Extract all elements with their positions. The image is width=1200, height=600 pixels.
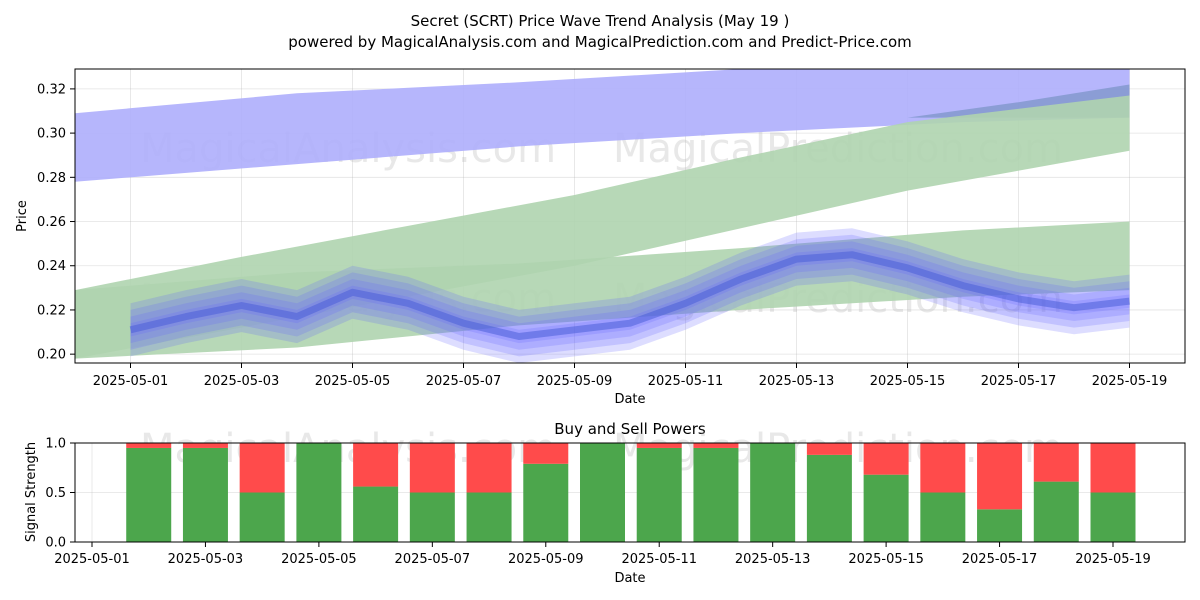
buy-bar-5: [409, 492, 455, 542]
price-plot-area: [75, 69, 1130, 363]
price-y-label: Price: [15, 200, 30, 232]
chart-subtitle: powered by MagicalAnalysis.com and Magic…: [288, 33, 912, 51]
power-x-tick-8: 2025-05-17: [962, 552, 1038, 567]
sell-bar-4: [353, 443, 399, 487]
price-frame: [74, 68, 1186, 364]
price-x-tick-0: 2025-05-01: [93, 374, 169, 389]
power-x-label: Date: [614, 571, 645, 586]
sell-bar-13: [863, 443, 909, 475]
sell-bar-5: [409, 443, 455, 493]
buy-bar-6: [466, 492, 512, 542]
price-y-tick-5: 0.30: [37, 127, 66, 142]
buy-bar-9: [636, 447, 682, 542]
sell-bar-1: [182, 443, 228, 448]
power-ticks: 2025-05-01 2025-05-03 2025-05-05 2025-05-07…: [45, 437, 1150, 568]
power-x-tick-5: 2025-05-11: [621, 552, 697, 567]
power-title: Buy and Sell Powers: [554, 420, 706, 438]
price-x-tick-1: 2025-05-03: [204, 374, 280, 389]
wave-center-line: [129, 251, 1130, 340]
price-ticks: 2025-05-01 2025-05-03 2025-05-05 2025-05-07…: [37, 82, 1167, 389]
price-y-tick-0: 0.20: [37, 348, 66, 363]
price-x-tick-4: 2025-05-09: [537, 374, 613, 389]
sell-bar-12: [806, 443, 852, 455]
power-x-tick-9: 2025-05-19: [1075, 552, 1151, 567]
buy-bar-10: [693, 447, 739, 542]
price-y-tick-4: 0.28: [37, 171, 66, 186]
wave-band-0: [130, 254, 1130, 363]
sell-bar-16: [1033, 443, 1079, 482]
price-x-tick-6: 2025-05-13: [759, 374, 835, 389]
buy-bar-3: [296, 443, 342, 542]
power-y-label: Signal Strength: [24, 442, 39, 542]
power-x-tick-6: 2025-05-13: [735, 552, 811, 567]
wave-band-4: [130, 228, 1130, 337]
wave-band-2: [130, 241, 1130, 350]
sell-bar-7: [523, 443, 569, 464]
sell-bar-6: [466, 443, 512, 493]
price-y-tick-3: 0.26: [37, 215, 66, 230]
power-x-tick-3: 2025-05-07: [395, 552, 471, 567]
sell-bar-17: [1090, 443, 1136, 493]
power-y-tick-1: 0.5: [45, 486, 66, 501]
buy-bar-7: [523, 463, 569, 542]
chart-title: Secret (SCRT) Price Wave Trend Analysis …: [411, 12, 790, 30]
sell-bar-10: [693, 443, 739, 448]
power-x-tick-0: 2025-05-01: [54, 552, 130, 567]
sell-bar-0: [126, 443, 172, 448]
sell-bar-15: [977, 443, 1023, 510]
price-y-tick-1: 0.22: [37, 303, 66, 318]
price-y-tick-6: 0.32: [37, 82, 66, 97]
sell-bar-9: [636, 443, 682, 448]
power-x-tick-7: 2025-05-15: [848, 552, 924, 567]
buy-bar-11: [750, 443, 796, 542]
buy-bar-12: [806, 454, 852, 542]
price-y-tick-2: 0.24: [37, 259, 66, 274]
buy-bar-0: [126, 447, 172, 542]
buy-bar-14: [920, 492, 966, 542]
buy-bar-1: [182, 447, 228, 542]
buy-bar-2: [239, 492, 285, 542]
wave-band-1: [130, 248, 1130, 357]
power-x-tick-1: 2025-05-03: [168, 552, 244, 567]
power-y-tick-0: 0.0: [45, 536, 66, 551]
power-x-tick-4: 2025-05-09: [508, 552, 584, 567]
power-x-tick-2: 2025-05-05: [281, 552, 357, 567]
buy-bar-8: [580, 443, 625, 542]
sell-bar-2: [239, 443, 285, 493]
price-x-tick-8: 2025-05-17: [981, 374, 1057, 389]
price-x-tick-3: 2025-05-07: [426, 374, 502, 389]
power-y-tick-2: 1.0: [45, 437, 66, 452]
buy-bar-17: [1090, 492, 1136, 542]
buy-bar-13: [863, 474, 909, 542]
price-x-tick-2: 2025-05-05: [315, 374, 391, 389]
power-plot-area: [126, 443, 1136, 542]
price-x-tick-5: 2025-05-11: [648, 374, 724, 389]
price-x-tick-9: 2025-05-19: [1092, 374, 1168, 389]
trend-band-0: [75, 69, 1130, 182]
buy-bar-16: [1033, 481, 1079, 542]
price-panel: MagicalAnalysis.com MagicalPrediction.co…: [15, 68, 1186, 407]
price-x-label: Date: [614, 392, 645, 407]
sell-bar-14: [920, 443, 966, 493]
buy-bar-15: [977, 509, 1023, 542]
buy-bar-4: [353, 486, 399, 542]
power-panel: Buy and Sell Powers MagicalAnalysis.com …: [24, 420, 1186, 586]
price-x-tick-7: 2025-05-15: [870, 374, 946, 389]
